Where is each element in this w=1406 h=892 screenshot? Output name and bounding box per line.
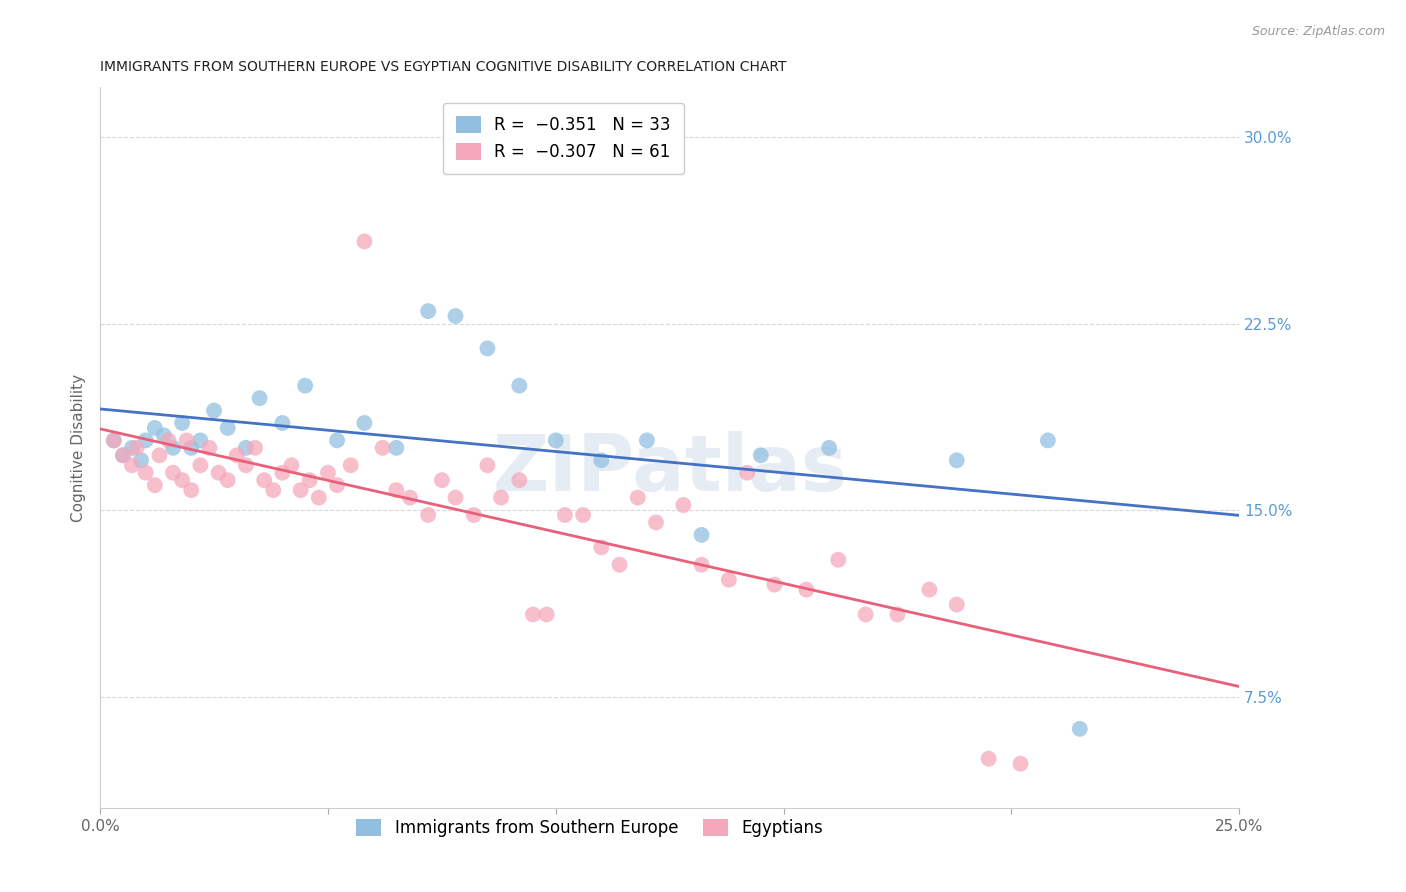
Point [477, 458, 499, 473]
Point [298, 473, 321, 487]
Point [353, 416, 375, 430]
Point [308, 491, 330, 505]
Point [945, 453, 967, 467]
Text: ZIPatlas: ZIPatlas [492, 432, 848, 508]
Point [645, 516, 668, 530]
Point [253, 473, 276, 487]
Point [977, 752, 1000, 766]
Point [121, 441, 143, 455]
Point [172, 473, 194, 487]
Point [522, 607, 544, 622]
Legend: Immigrants from Southern Europe, Egyptians: Immigrants from Southern Europe, Egyptia… [350, 812, 830, 843]
Text: Source: ZipAtlas.com: Source: ZipAtlas.com [1251, 25, 1385, 38]
Point [855, 607, 877, 622]
Point [463, 508, 485, 522]
Point [217, 473, 239, 487]
Point [489, 491, 512, 505]
Point [190, 434, 212, 448]
Point [290, 483, 312, 497]
Point [609, 558, 631, 572]
Point [536, 607, 558, 622]
Point [544, 434, 567, 448]
Point [477, 342, 499, 356]
Point [1069, 722, 1091, 736]
Point [399, 491, 422, 505]
Point [235, 441, 257, 455]
Point [339, 458, 361, 473]
Point [690, 528, 713, 542]
Point [1010, 756, 1032, 771]
Point [176, 434, 198, 448]
Point [135, 466, 157, 480]
Point [353, 235, 375, 249]
Point [180, 441, 202, 455]
Point [153, 428, 176, 442]
Point [796, 582, 818, 597]
Point [763, 577, 786, 591]
Point [818, 441, 841, 455]
Point [180, 483, 202, 497]
Y-axis label: Cognitive Disability: Cognitive Disability [72, 374, 86, 522]
Point [418, 304, 440, 318]
Point [749, 448, 772, 462]
Point [371, 441, 394, 455]
Point [690, 558, 713, 572]
Point [316, 466, 339, 480]
Point [217, 421, 239, 435]
Point [172, 416, 194, 430]
Point [627, 491, 650, 505]
Point [249, 391, 271, 405]
Point [418, 508, 440, 522]
Point [444, 309, 467, 323]
Point [827, 553, 849, 567]
Point [271, 466, 294, 480]
Point [162, 466, 184, 480]
Point [148, 448, 170, 462]
Point [294, 378, 316, 392]
Point [591, 453, 613, 467]
Point [157, 434, 180, 448]
Point [591, 541, 613, 555]
Point [326, 434, 349, 448]
Point [103, 434, 125, 448]
Point [143, 478, 166, 492]
Point [271, 416, 294, 430]
Point [554, 508, 576, 522]
Point [280, 458, 302, 473]
Point [508, 473, 530, 487]
Point [430, 473, 453, 487]
Point [103, 434, 125, 448]
Point [235, 458, 257, 473]
Point [945, 598, 967, 612]
Point [143, 421, 166, 435]
Point [198, 441, 221, 455]
Point [326, 478, 349, 492]
Point [1036, 434, 1059, 448]
Point [886, 607, 908, 622]
Point [125, 441, 148, 455]
Point [190, 458, 212, 473]
Point [225, 448, 247, 462]
Point [162, 441, 184, 455]
Point [636, 434, 658, 448]
Point [385, 483, 408, 497]
Point [111, 448, 134, 462]
Point [111, 448, 134, 462]
Point [262, 483, 284, 497]
Point [243, 441, 266, 455]
Point [918, 582, 941, 597]
Point [572, 508, 595, 522]
Point [129, 453, 152, 467]
Point [202, 403, 225, 417]
Point [135, 434, 157, 448]
Point [444, 491, 467, 505]
Point [207, 466, 229, 480]
Text: IMMIGRANTS FROM SOUTHERN EUROPE VS EGYPTIAN COGNITIVE DISABILITY CORRELATION CHA: IMMIGRANTS FROM SOUTHERN EUROPE VS EGYPT… [100, 60, 786, 74]
Point [508, 378, 530, 392]
Point [385, 441, 408, 455]
Point [672, 498, 695, 512]
Point [717, 573, 740, 587]
Point [735, 466, 758, 480]
Point [121, 458, 143, 473]
